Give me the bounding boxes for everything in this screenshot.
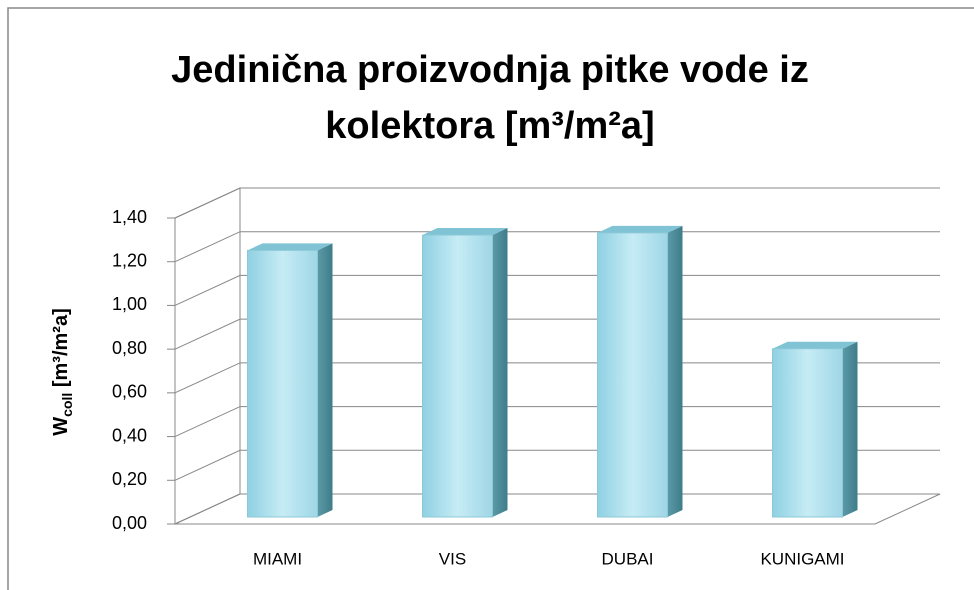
bar-top (422, 228, 508, 236)
grid-line (174, 274, 940, 306)
frame (7, 7, 974, 590)
x-tick-label: MIAMI (253, 549, 302, 568)
bar-side (667, 225, 683, 517)
grid-line (174, 231, 940, 263)
chart-title: kolektora [m³/m²a] (325, 105, 654, 147)
bar (422, 234, 493, 518)
grid-line (174, 318, 940, 350)
y-tick-label: 0,80 (112, 338, 147, 358)
y-tick-label: 0,60 (112, 382, 147, 402)
y-tick-label: 0,20 (112, 469, 147, 489)
bar (772, 348, 843, 518)
bar (597, 232, 668, 518)
y-tick-label: 1,40 (112, 207, 147, 227)
x-tick-label: VIS (439, 549, 466, 568)
bar-side (317, 243, 333, 518)
x-tick-label: DUBAI (602, 549, 654, 568)
y-tick-label: 1,00 (112, 294, 147, 314)
chart-title: Jedinična proizvodnja pitke vode iz (171, 49, 809, 91)
x-tick-label: KUNIGAMI (760, 549, 844, 568)
bar (247, 249, 318, 518)
bar-side (492, 228, 508, 518)
bar-top (772, 341, 858, 349)
bar-top (247, 243, 333, 251)
bar-top (597, 225, 683, 233)
y-tick-label: 0,40 (112, 425, 147, 445)
grid-line (174, 362, 940, 394)
bar-side (842, 341, 858, 517)
y-tick-label: 1,20 (112, 250, 147, 270)
back-wall (174, 187, 241, 525)
grid-line (174, 493, 940, 525)
grid-line (174, 449, 940, 481)
y-tick-label: 0,00 (112, 513, 147, 533)
grid-line (174, 406, 940, 438)
grid-line (174, 187, 940, 219)
y-axis-label: Wcoll [m³/m²a] (50, 308, 74, 435)
